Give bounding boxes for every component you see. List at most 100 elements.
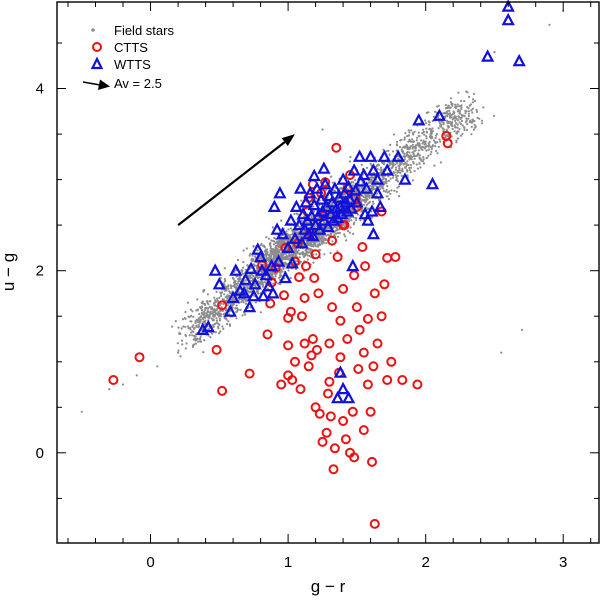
field-star-point	[460, 99, 463, 102]
field-star-point	[362, 195, 365, 198]
wtts-point	[296, 206, 310, 220]
field-star-point	[349, 226, 352, 229]
field-star-point	[460, 119, 464, 122]
field-star-point	[215, 308, 218, 311]
wtts-point	[255, 263, 269, 276]
field-star-point	[410, 129, 413, 132]
field-star-point	[310, 245, 313, 248]
wtts-point	[330, 390, 345, 404]
wtts-point	[370, 185, 385, 199]
field-star-point	[480, 122, 484, 125]
field-star-point	[471, 107, 474, 110]
field-star-point	[240, 301, 243, 304]
ctts-point	[309, 273, 320, 283]
field-star-point	[368, 196, 371, 199]
field-star-point	[184, 317, 187, 320]
field-star-point	[219, 309, 222, 312]
field-star-point	[411, 138, 414, 141]
field-star-point	[223, 267, 226, 270]
field-star-point	[182, 318, 185, 321]
field-star-point	[372, 188, 375, 191]
field-star-point	[424, 119, 427, 122]
field-star-point	[410, 166, 413, 169]
field-star-point	[261, 285, 265, 288]
field-star-point	[259, 256, 263, 259]
field-star-point	[213, 315, 216, 318]
field-star-point	[276, 242, 280, 245]
field-star-point	[295, 252, 298, 255]
field-star-point	[306, 254, 309, 257]
field-star-point	[323, 238, 326, 241]
field-star-point	[410, 155, 414, 158]
wtts-point	[346, 258, 360, 272]
field-star-point	[453, 116, 457, 119]
field-star-point	[215, 290, 218, 293]
wtts-point	[358, 206, 372, 220]
wtts-point	[285, 256, 299, 269]
field-star-point	[192, 330, 195, 333]
wtts-point	[501, 0, 515, 12]
field-star-point	[385, 178, 388, 181]
field-star-point	[457, 130, 460, 133]
field-star-point	[405, 154, 408, 157]
field-star-point	[229, 284, 232, 287]
field-star-point	[326, 225, 329, 228]
field-star-point	[410, 158, 413, 161]
field-star-point	[425, 156, 428, 160]
field-star-point	[456, 126, 459, 129]
wtts-point	[284, 213, 298, 226]
field-star-point	[345, 239, 348, 242]
field-star-point	[476, 110, 479, 113]
field-star-point	[382, 163, 385, 166]
field-star-point	[249, 252, 252, 255]
field-star-point	[429, 135, 432, 138]
field-star-point	[188, 316, 191, 319]
field-star-point	[402, 155, 405, 158]
field-star-point	[254, 255, 257, 258]
field-star-point	[421, 145, 424, 148]
field-star-point	[396, 180, 400, 183]
field-star-point	[417, 149, 420, 152]
field-star-point	[342, 193, 345, 196]
field-star-point	[414, 146, 417, 149]
field-star-point	[403, 146, 407, 149]
field-star-point	[464, 112, 467, 115]
field-star-point	[353, 221, 356, 224]
field-star-point	[273, 236, 276, 239]
field-star-point	[231, 277, 234, 280]
field-star-point	[379, 166, 383, 169]
field-star-point	[339, 187, 342, 190]
field-star-point	[431, 127, 434, 130]
field-star-point	[239, 277, 242, 280]
field-star-point	[249, 290, 252, 293]
field-star-point	[454, 103, 457, 106]
field-star-point	[431, 136, 434, 139]
field-star-point	[121, 383, 125, 386]
field-star-point	[299, 234, 302, 237]
field-star-point	[459, 134, 463, 137]
wtts-point	[242, 299, 257, 313]
field-star-point	[335, 232, 338, 235]
field-star-point	[235, 317, 238, 320]
field-star-point	[456, 119, 460, 122]
field-star-point	[331, 240, 334, 243]
field-star-point	[450, 116, 453, 119]
field-star-point	[287, 228, 290, 231]
wtts-point	[363, 149, 378, 162]
field-star-point	[198, 312, 201, 316]
field-star-point	[227, 320, 230, 323]
field-star-point	[467, 110, 471, 113]
wtts-point	[256, 288, 270, 302]
field-star-point	[222, 302, 225, 305]
wtts-point	[398, 172, 412, 185]
field-star-point	[289, 276, 292, 280]
wtts-point	[262, 278, 276, 292]
field-star-point	[213, 304, 216, 307]
field-star-point	[412, 152, 415, 155]
field-star-point	[396, 186, 399, 189]
x-axis-label: g − r	[311, 577, 346, 596]
y-tick-label: 4	[36, 81, 44, 98]
field-star-point	[398, 195, 401, 198]
field-star-point	[299, 260, 302, 263]
field-star-point	[365, 199, 368, 202]
